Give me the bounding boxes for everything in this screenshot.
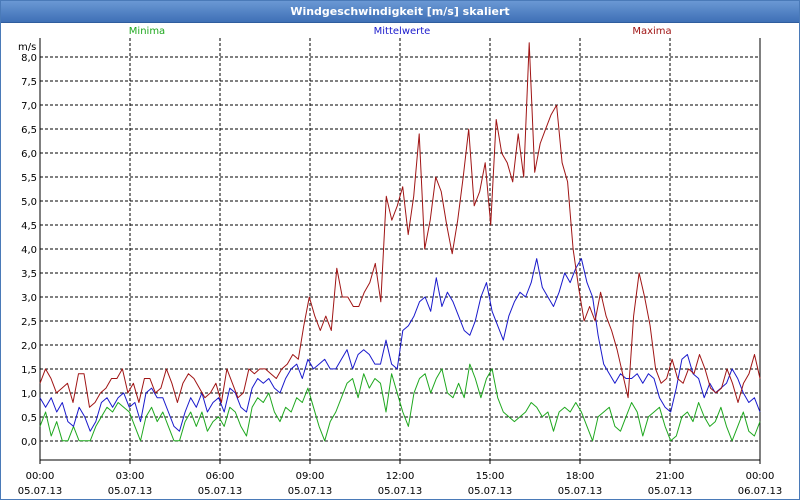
x-tick-date: 05.07.13 bbox=[108, 486, 153, 497]
x-tick-time: 00:00 bbox=[746, 471, 775, 482]
y-tick-label: 2,0 bbox=[21, 341, 37, 352]
y-tick-label: 5,5 bbox=[21, 173, 37, 184]
y-tick-label: 1,0 bbox=[21, 389, 37, 400]
y-tick-label: 1,5 bbox=[21, 365, 37, 376]
y-tick-label: 4,5 bbox=[21, 221, 37, 232]
x-tick-time: 00:00 bbox=[26, 471, 55, 482]
x-tick-date: 05.07.13 bbox=[288, 486, 333, 497]
x-tick-time: 09:00 bbox=[296, 471, 325, 482]
legend-item-minima: Minima bbox=[129, 26, 165, 37]
series-line-minima bbox=[39, 363, 761, 442]
x-tick-date: 05.07.13 bbox=[558, 486, 603, 497]
x-tick-date: 05.07.13 bbox=[18, 486, 63, 497]
x-tick-date: 05.07.13 bbox=[198, 486, 243, 497]
x-tick-date: 05.07.13 bbox=[378, 486, 423, 497]
y-tick-label: 0,0 bbox=[21, 437, 37, 448]
y-tick-label: 0,5 bbox=[21, 413, 37, 424]
y-tick-label: 7,5 bbox=[21, 77, 37, 88]
x-tick-time: 18:00 bbox=[566, 471, 595, 482]
x-tick-date: 05.07.13 bbox=[648, 486, 693, 497]
y-tick-label: 3,0 bbox=[21, 293, 37, 304]
y-tick-label: 2,5 bbox=[21, 317, 37, 328]
y-tick-label: 6,0 bbox=[21, 149, 37, 160]
y-tick-label: 8,0 bbox=[21, 53, 37, 64]
x-tick-date: 06.07.13 bbox=[738, 486, 783, 497]
legend: Minima Mittelwerte Maxima bbox=[129, 26, 672, 37]
title-bar: Windgeschwindigkeit [m/s] skaliert bbox=[1, 1, 799, 23]
axes bbox=[39, 38, 761, 464]
chart-title: Windgeschwindigkeit [m/s] skaliert bbox=[290, 5, 510, 18]
series-lines bbox=[39, 42, 761, 442]
y-tick-label: 3,5 bbox=[21, 269, 37, 280]
legend-item-maxima: Maxima bbox=[632, 26, 671, 37]
y-tick-label: 5,0 bbox=[21, 197, 37, 208]
y-tick-label: 6,5 bbox=[21, 125, 37, 136]
series-line-maxima bbox=[39, 42, 761, 408]
series-line-mittelwerte bbox=[39, 258, 761, 432]
x-tick-time: 12:00 bbox=[386, 471, 415, 482]
grid bbox=[40, 38, 760, 460]
y-tick-label: 4,0 bbox=[21, 245, 37, 256]
y-tick-label: 7,0 bbox=[21, 101, 37, 112]
x-tick-time: 21:00 bbox=[656, 471, 685, 482]
x-tick-time: 06:00 bbox=[206, 471, 235, 482]
y-axis-unit: m/s bbox=[18, 42, 36, 53]
tick-labels: 0,0 0,5 1,0 1,5 2,0 2,5 3,0 3,5 4,0 4,5 5,0 5,5 6,0 6… bbox=[18, 42, 783, 497]
legend-item-mittelwerte: Mittelwerte bbox=[374, 26, 431, 37]
x-tick-time: 15:00 bbox=[476, 471, 505, 482]
x-tick-date: 05.07.13 bbox=[468, 486, 513, 497]
x-tick-time: 03:00 bbox=[116, 471, 145, 482]
